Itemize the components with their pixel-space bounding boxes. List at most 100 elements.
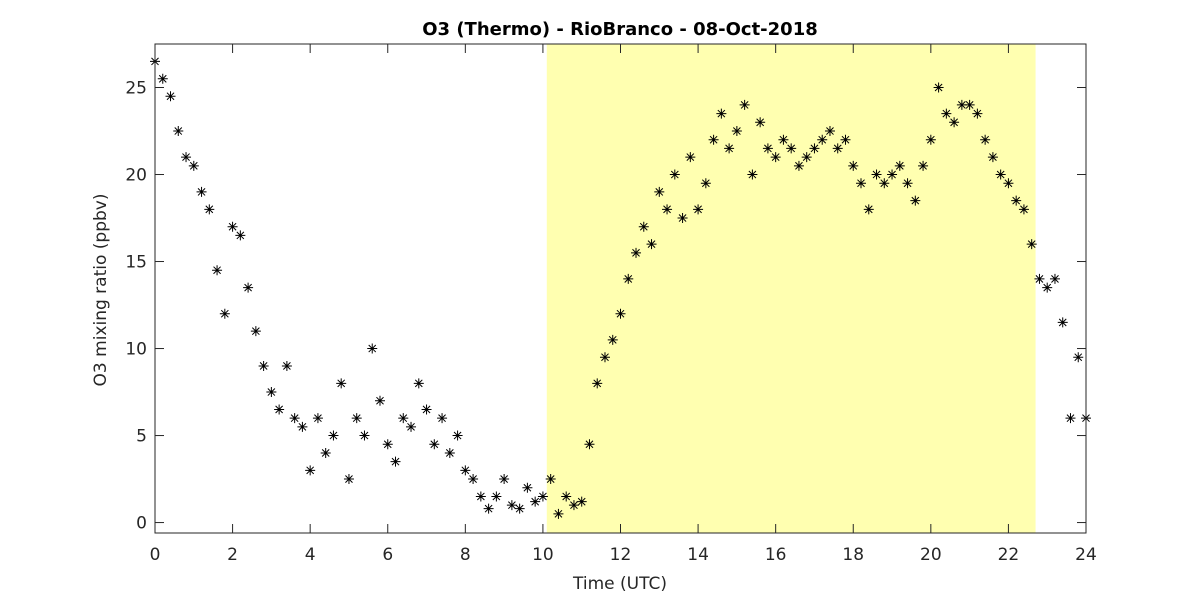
data-point [824, 126, 835, 137]
y-tick-label: 20 [125, 166, 147, 186]
data-point [204, 204, 215, 215]
data-point [832, 143, 843, 154]
data-point [421, 404, 432, 415]
data-point [1011, 195, 1022, 206]
data-point [297, 421, 308, 432]
data-point [382, 439, 393, 450]
data-point [863, 204, 874, 215]
data-point [235, 230, 246, 241]
x-tick-label: 18 [842, 545, 864, 565]
data-point [894, 160, 905, 171]
data-point [801, 152, 812, 163]
data-point [537, 491, 548, 502]
data-point [437, 413, 448, 424]
data-point [716, 108, 727, 119]
x-tick-label: 14 [687, 545, 709, 565]
data-point [1073, 352, 1084, 363]
data-point [918, 160, 929, 171]
x-tick-label: 0 [150, 545, 161, 565]
data-point [444, 447, 455, 458]
data-point [398, 413, 409, 424]
data-point [545, 474, 556, 485]
data-point [367, 343, 378, 354]
x-tick-label: 12 [610, 545, 632, 565]
data-point [157, 73, 168, 84]
data-point [274, 404, 285, 415]
data-point [281, 360, 292, 371]
data-point [328, 430, 339, 441]
data-point [662, 204, 673, 215]
data-point [212, 265, 223, 276]
data-point [972, 108, 983, 119]
data-point [460, 465, 471, 476]
x-tick-label: 22 [998, 545, 1020, 565]
data-point [1026, 239, 1037, 250]
data-point [351, 413, 362, 424]
data-point [243, 282, 254, 293]
data-point [406, 421, 417, 432]
data-point [266, 387, 277, 398]
data-point [1003, 178, 1014, 189]
x-tick-label: 4 [305, 545, 316, 565]
data-point [561, 491, 572, 502]
data-point [468, 474, 479, 485]
data-point [685, 152, 696, 163]
data-point [359, 430, 370, 441]
data-point [995, 169, 1006, 180]
x-tick-label: 20 [920, 545, 942, 565]
y-tick-label: 15 [125, 253, 147, 273]
data-point [848, 160, 859, 171]
data-point [778, 134, 789, 145]
data-point [173, 126, 184, 137]
x-tick-label: 2 [227, 545, 238, 565]
data-point [289, 413, 300, 424]
data-point [390, 456, 401, 467]
data-point [499, 474, 510, 485]
data-point [1034, 273, 1045, 284]
data-point [584, 439, 595, 450]
data-point [165, 91, 176, 102]
data-point [219, 308, 230, 319]
data-point [1065, 413, 1076, 424]
y-axis-label: O3 mixing ratio (ppbv) [91, 194, 111, 387]
data-point [902, 178, 913, 189]
data-point [452, 430, 463, 441]
data-point [1042, 282, 1053, 293]
data-point [700, 178, 711, 189]
data-point [724, 143, 735, 154]
data-point [522, 482, 533, 493]
data-point [592, 378, 603, 389]
y-tick-label: 5 [136, 427, 147, 447]
x-tick-label: 10 [532, 545, 554, 565]
x-tick-label: 24 [1075, 545, 1097, 565]
data-point [615, 308, 626, 319]
data-point [933, 82, 944, 93]
data-point [693, 204, 704, 215]
y-tick-label: 10 [125, 340, 147, 360]
data-point [181, 152, 192, 163]
data-point [879, 178, 890, 189]
data-point [871, 169, 882, 180]
data-point [320, 447, 331, 458]
data-point [1049, 273, 1060, 284]
data-point [305, 465, 316, 476]
y-tick-label: 25 [125, 79, 147, 99]
data-point [530, 496, 541, 507]
data-point [188, 160, 199, 171]
data-point [553, 508, 564, 519]
data-point [646, 239, 657, 250]
data-point [762, 143, 773, 154]
data-point [786, 143, 797, 154]
data-point [429, 439, 440, 450]
data-point [980, 134, 991, 145]
x-tick-label: 6 [382, 545, 393, 565]
data-point [856, 178, 867, 189]
data-point [739, 99, 750, 110]
y-tick-label: 0 [136, 514, 147, 534]
data-point [514, 503, 525, 514]
data-point [506, 500, 517, 511]
data-point [638, 221, 649, 232]
data-point [887, 169, 898, 180]
x-tick-label: 8 [460, 545, 471, 565]
